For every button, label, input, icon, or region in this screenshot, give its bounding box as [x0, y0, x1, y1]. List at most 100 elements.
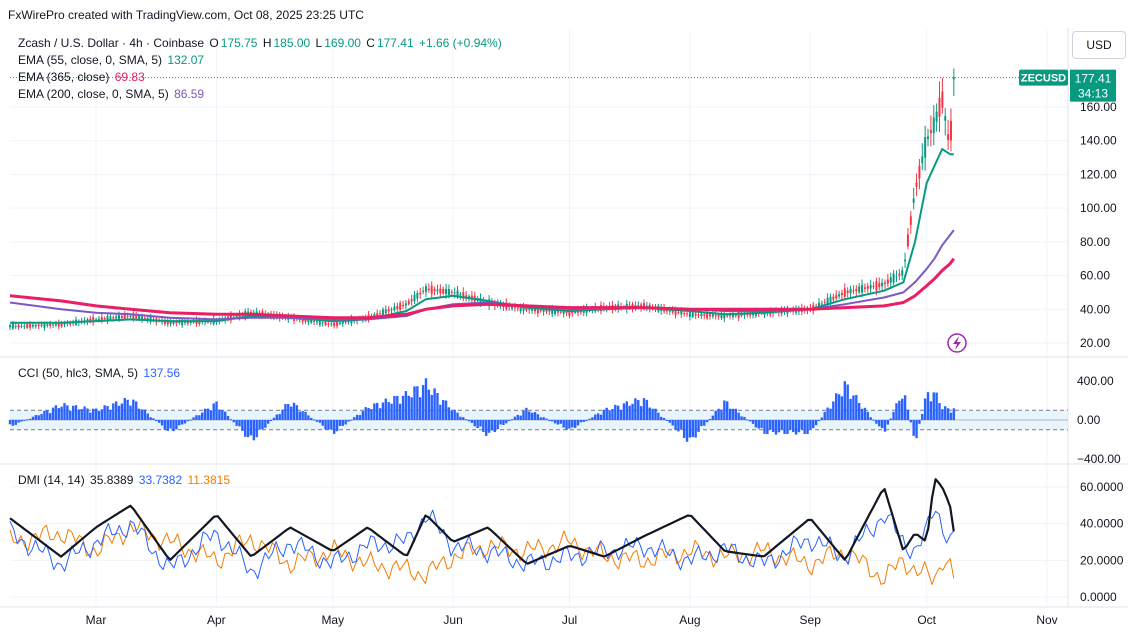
price-candle: [912, 198, 915, 203]
price-candle: [97, 318, 100, 320]
cci-bar: [711, 415, 715, 420]
cci-pane[interactable]: [8, 378, 1068, 442]
cci-bar: [14, 420, 17, 425]
dmi-legend[interactable]: DMI (14, 14) 35.8389 33.7382 11.3815: [18, 473, 232, 487]
cci-bar: [585, 420, 588, 421]
cci-bar: [668, 420, 672, 423]
cci-bar: [855, 395, 858, 420]
price-candle: [929, 129, 932, 134]
cci-bar: [582, 420, 585, 422]
ema365-legend[interactable]: EMA (365, close) 69.83: [18, 70, 147, 84]
cci-bar: [157, 420, 161, 423]
price-candle: [442, 289, 445, 294]
ema200-label: EMA (200, close, 0, SMA, 5): [18, 87, 169, 101]
price-candle: [898, 273, 901, 276]
cci-bar: [332, 420, 336, 434]
price-candle: [866, 286, 869, 289]
cci-bar: [616, 405, 620, 420]
cci-bar: [57, 408, 60, 420]
cci-bar: [186, 420, 190, 422]
price-candle: [402, 304, 405, 306]
price-axis[interactable]: 20.00 40.00 60.00 80.00 100.00 120.00 140.00 16…: [1070, 69, 1124, 604]
cci-bar: [651, 408, 654, 420]
ema365-label: EMA (365, close): [18, 70, 110, 84]
cci-bar: [26, 419, 29, 421]
symbol-legend[interactable]: Zcash / U.S. Dollar · 4h · Coinbase O 175…: [18, 36, 504, 50]
currency-button[interactable]: USD: [1072, 31, 1126, 59]
cci-bar: [295, 405, 299, 420]
cci-bar: [763, 420, 766, 434]
price-candle: [23, 325, 26, 327]
cci-bar: [837, 394, 841, 420]
cci-bar: [823, 411, 826, 420]
dmi-plus-di-line: [9, 509, 955, 579]
price-candle: [895, 276, 898, 278]
cci-bar: [605, 407, 608, 420]
price-candle: [468, 296, 471, 298]
price-candle: [734, 314, 737, 316]
cci-bar: [298, 411, 301, 420]
price-candle: [436, 289, 439, 292]
cci-bar: [682, 420, 686, 438]
cci-bar: [944, 406, 947, 420]
cci-bar: [849, 398, 852, 420]
ema55-legend[interactable]: EMA (55, close, 0, SMA, 5) 132.07: [18, 53, 206, 67]
price-candle: [565, 311, 568, 314]
cci-bar: [820, 417, 824, 420]
cci-bar: [132, 399, 135, 420]
cci-bar: [703, 420, 706, 426]
time-axis[interactable]: Mar Apr May Jun Jul Aug Sep Oct Nov: [86, 613, 1058, 627]
cci-bar: [51, 407, 55, 420]
price-candle: [700, 313, 703, 317]
price-candle: [694, 313, 697, 316]
cci-bar: [814, 420, 818, 426]
price-candle: [166, 320, 169, 325]
cci-bar: [579, 420, 583, 423]
price-candle: [826, 297, 829, 304]
price-candle: [393, 306, 396, 311]
cci-bar: [748, 420, 752, 422]
cci-bar: [906, 409, 910, 420]
close-value: 177.41: [376, 36, 414, 50]
cci-bar: [528, 411, 531, 420]
price-candle: [172, 321, 175, 324]
price-candle: [545, 309, 548, 312]
cci-bar: [576, 420, 580, 426]
cci-bar: [20, 420, 23, 422]
cci-bar: [800, 420, 803, 430]
cci-bar: [602, 409, 606, 420]
price-pane[interactable]: ZECUSD: [9, 68, 1068, 353]
price-candle: [11, 323, 14, 329]
dmi-minus-di-value: 11.3815: [187, 473, 231, 487]
cci-bar: [857, 402, 861, 420]
cci-bar: [611, 409, 614, 420]
cci-bar: [539, 417, 542, 420]
price-candle: [729, 315, 732, 317]
price-candle: [832, 296, 835, 300]
price-candle: [952, 77, 955, 80]
cci-bar: [728, 408, 732, 420]
cci-bar: [48, 413, 52, 420]
cci-bar: [505, 420, 508, 424]
price-candle: [235, 315, 238, 317]
cci-bar: [275, 414, 278, 420]
price-candle: [54, 323, 57, 326]
cci-bar: [241, 420, 244, 431]
cci-bar: [315, 420, 319, 422]
cci-legend[interactable]: CCI (50, hlc3, SMA, 5) 137.56: [18, 366, 182, 380]
cci-bar: [364, 407, 367, 420]
cci-bar: [198, 415, 201, 420]
cci-bar: [631, 403, 634, 420]
cci-bar: [439, 404, 442, 420]
cci-bar: [499, 420, 502, 425]
cci-bar: [89, 412, 92, 420]
ema200-legend[interactable]: EMA (200, close, 0, SMA, 5) 86.59: [18, 87, 206, 101]
cci-bar: [662, 417, 666, 420]
cci-bar: [106, 406, 109, 420]
dmi-pane[interactable]: [9, 478, 955, 585]
price-candle: [525, 307, 528, 311]
price-candle: [906, 234, 909, 247]
cci-bar: [146, 413, 149, 420]
price-candle: [820, 303, 823, 305]
